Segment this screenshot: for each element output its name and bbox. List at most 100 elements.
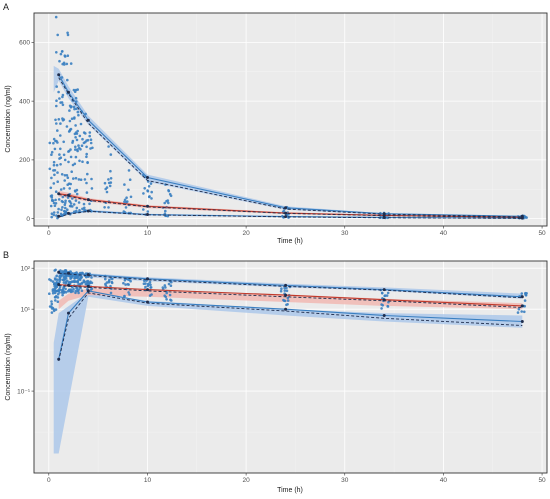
observed-point — [82, 202, 86, 206]
percentile-marker — [146, 277, 149, 281]
observed-point — [148, 294, 152, 297]
observed-point — [128, 293, 131, 296]
observed-point — [124, 206, 128, 209]
observed-point — [53, 147, 57, 151]
observed-point — [80, 289, 84, 293]
observed-point — [108, 184, 112, 188]
observed-point — [147, 195, 151, 199]
observed-point — [56, 141, 59, 144]
y-tick-label: 400 — [19, 98, 30, 105]
percentile-marker — [284, 211, 288, 215]
percentile-marker — [520, 320, 524, 323]
observed-point — [81, 137, 84, 141]
observed-point — [146, 189, 149, 192]
observed-point — [84, 132, 87, 135]
observed-point — [54, 118, 57, 122]
observed-point — [68, 204, 72, 208]
observed-point — [61, 206, 64, 209]
observed-point — [74, 155, 78, 159]
observed-point — [82, 280, 86, 284]
x-tick-label: 30 — [341, 230, 349, 237]
observed-point — [380, 303, 383, 306]
observed-point — [48, 292, 51, 296]
percentile-marker — [284, 283, 288, 287]
observed-point — [385, 294, 389, 297]
observed-point — [103, 206, 106, 209]
observed-point — [80, 144, 84, 147]
observed-point — [167, 282, 171, 286]
observed-point — [109, 291, 113, 295]
observed-point — [386, 291, 390, 295]
observed-point — [67, 160, 70, 164]
percentile-marker — [57, 73, 61, 77]
observed-point — [64, 276, 68, 280]
observed-point — [150, 197, 153, 200]
percentile-marker — [146, 288, 149, 292]
observed-point — [517, 307, 521, 311]
observed-point — [123, 295, 126, 298]
observed-point — [144, 285, 147, 289]
observed-point — [69, 155, 73, 159]
observed-point — [126, 283, 130, 286]
observed-point — [84, 282, 87, 286]
panel-a-tag: A — [3, 2, 9, 12]
observed-point — [74, 199, 78, 202]
observed-point — [147, 283, 150, 287]
observed-point — [149, 182, 153, 185]
percentile-marker — [57, 357, 61, 361]
observed-point — [68, 109, 71, 112]
observed-point — [55, 104, 58, 108]
percentile-marker — [382, 298, 386, 302]
observed-point — [142, 192, 145, 195]
observed-point — [61, 288, 64, 292]
x-tick-label: 50 — [538, 477, 546, 484]
observed-point — [85, 145, 88, 149]
percentile-marker — [67, 283, 70, 287]
observed-point — [60, 76, 64, 79]
observed-point — [88, 281, 92, 284]
observed-point — [61, 293, 64, 297]
percentile-marker — [520, 304, 524, 308]
observed-point — [76, 289, 79, 293]
observed-point — [85, 152, 88, 156]
observed-point — [56, 211, 60, 214]
observed-point — [60, 273, 64, 277]
percentile-marker — [57, 192, 61, 196]
observed-point — [57, 118, 61, 121]
panel-a-lines — [57, 73, 524, 220]
observed-point — [68, 274, 72, 278]
observed-point — [282, 298, 285, 302]
observed-point — [58, 153, 61, 156]
observed-point — [78, 209, 81, 212]
observed-point — [66, 33, 70, 37]
observed-point — [80, 276, 83, 279]
observed-point — [68, 104, 72, 108]
observed-point — [59, 52, 63, 56]
observed-point — [68, 199, 71, 203]
observed-point — [86, 138, 90, 142]
x-tick-label: 50 — [538, 230, 546, 237]
observed-point — [283, 289, 287, 292]
observed-point — [71, 290, 74, 293]
observed-point — [122, 281, 125, 285]
observed-point — [520, 310, 523, 313]
percentile-marker — [146, 176, 149, 179]
observed-point — [149, 286, 152, 289]
observed-point — [516, 311, 520, 314]
observed-point — [78, 278, 82, 282]
observed-point — [144, 282, 147, 285]
observed-point — [50, 153, 53, 156]
observed-point — [76, 110, 80, 114]
observed-point — [67, 182, 71, 185]
observed-point — [50, 311, 54, 314]
observed-point — [77, 201, 81, 204]
observed-point — [69, 62, 73, 65]
observed-point — [74, 96, 78, 100]
observed-point — [73, 162, 77, 166]
observed-point — [63, 203, 67, 207]
percentile-marker — [67, 90, 70, 94]
observed-point — [90, 187, 94, 190]
observed-point — [70, 276, 73, 279]
observed-point — [167, 189, 170, 192]
observed-point — [50, 212, 54, 215]
